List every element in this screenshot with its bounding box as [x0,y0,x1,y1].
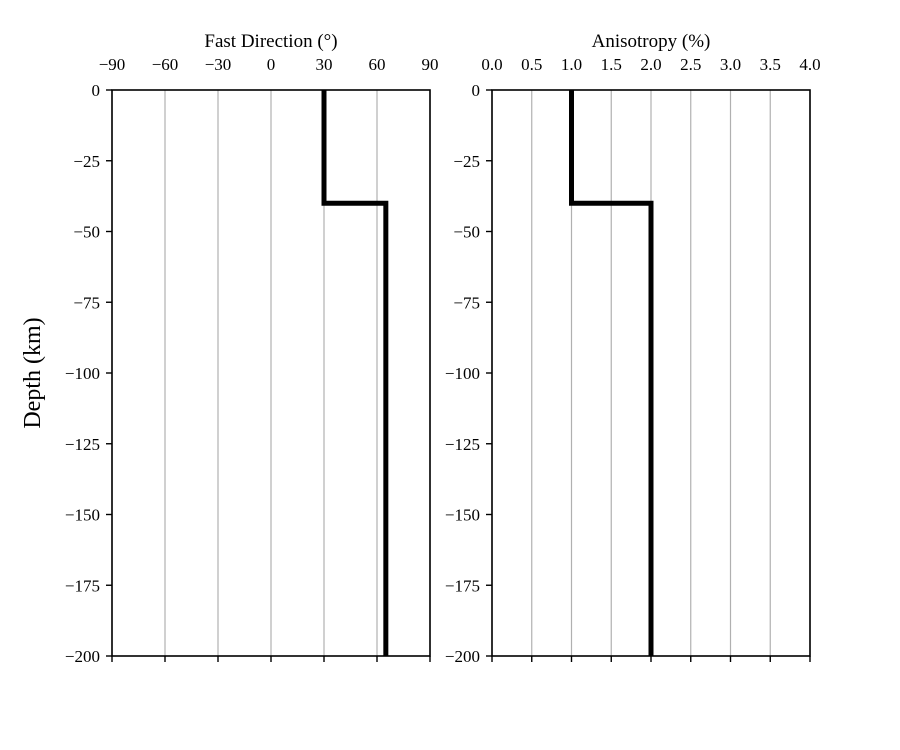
anisotropy-y-tick-label: −50 [453,223,480,242]
fast-direction-x-tick-label: −90 [99,55,126,74]
fast-direction-x-tick-label: 0 [267,55,276,74]
anisotropy-x-tick-label: 0.5 [521,55,542,74]
fast-direction-panel: −90 −60 −30 0 30 60 90 Fast Direction (°) 0 −25 −5… [65,31,439,666]
anisotropy-x-tick-label: 2.0 [640,55,661,74]
anisotropy-y-tick-label: −25 [453,152,480,171]
anisotropy-x-tick-label: 2.5 [680,55,701,74]
fast-direction-y-tick-label: −50 [73,223,100,242]
anisotropy-x-axis-title: Anisotropy (%) [592,31,711,52]
fast-direction-x-tick-label: 30 [316,55,333,74]
fast-direction-y-tick-label: −175 [65,576,100,595]
fast-direction-y-tick-label: 0 [92,81,101,100]
fast-direction-y-tick-label: −100 [65,364,100,383]
fast-direction-x-axis-title: Fast Direction (°) [204,31,337,52]
fast-direction-x-tick-label: −60 [152,55,179,74]
anisotropy-x-tick-label: 4.0 [799,55,820,74]
anisotropy-y-tick-label: −150 [445,506,480,525]
anisotropy-y-tick-label: −200 [445,647,480,666]
depth-axis-label: Depth (km) [20,317,46,428]
anisotropy-profile-line [569,90,654,656]
fast-direction-y-tick-label: −25 [73,152,100,171]
fast-direction-profile-line [321,90,389,656]
anisotropy-y-tick-label: 0 [472,81,481,100]
anisotropy-y-tick-label: −100 [445,364,480,383]
anisotropy-panel: 0.0 0.5 1.0 1.5 2.0 2.5 3.0 3.5 4.0 Anisotropy (%… [445,31,821,666]
anisotropy-x-tick-label: 1.0 [561,55,582,74]
fast-direction-x-tick-label: −30 [205,55,232,74]
anisotropy-y-tick-label: −125 [445,435,480,454]
anisotropy-x-tick-label: 0.0 [481,55,502,74]
fast-direction-x-tick-label: 90 [422,55,439,74]
fast-direction-y-tick-label: −150 [65,506,100,525]
anisotropy-x-tick-label: 3.0 [720,55,741,74]
fast-direction-x-tick-label: 60 [369,55,386,74]
anisotropy-x-tick-label: 3.5 [760,55,781,74]
fast-direction-y-tick-label: −125 [65,435,100,454]
fast-direction-y-tick-label: −200 [65,647,100,666]
anisotropy-y-tick-label: −175 [445,576,480,595]
anisotropy-y-tick-label: −75 [453,293,480,312]
fast-direction-y-tick-label: −75 [73,293,100,312]
anisotropy-x-tick-label: 1.5 [601,55,622,74]
